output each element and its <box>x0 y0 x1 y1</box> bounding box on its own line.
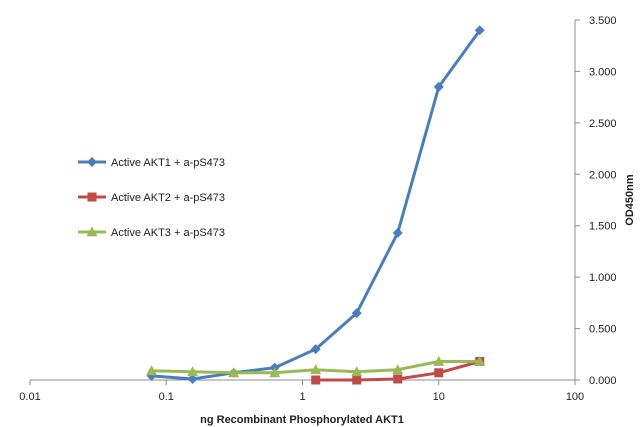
data-point <box>310 364 322 375</box>
x-tick-label: 100 <box>566 391 584 403</box>
data-point <box>392 227 403 238</box>
legend-item: Active AKT3 + a-pS473 <box>78 226 225 239</box>
x-tick-label: 10 <box>433 391 445 403</box>
data-point <box>474 25 485 36</box>
y-tick-label: 3.500 <box>589 15 617 27</box>
x-ticks: 0.01 0.1 1 10 100 <box>19 380 584 403</box>
data-point <box>228 367 240 378</box>
y-tick-label: 3.000 <box>589 66 617 78</box>
data-point <box>187 366 199 377</box>
data-point <box>269 367 281 378</box>
y-tick-label: 1.000 <box>589 272 617 284</box>
data-point <box>311 375 321 385</box>
y-tick-label: 0.000 <box>589 375 617 387</box>
x-axis-title: ng Recombinant Phosphorylated AKT1 <box>200 414 404 426</box>
data-point <box>351 308 362 319</box>
series-line <box>151 29 482 381</box>
data-point <box>433 355 445 366</box>
data-point <box>474 355 486 366</box>
x-tick-label: 0.01 <box>19 391 40 403</box>
data-point <box>393 374 403 384</box>
series-1 <box>146 25 485 384</box>
y-tick-label: 2.000 <box>589 169 617 181</box>
y-ticks: 0.000 0.500 1.000 1.500 2.000 2.500 3.000 3.500 <box>575 15 617 387</box>
y-tick-label: 2.500 <box>589 118 617 130</box>
legend-label: Active AKT1 + a-pS473 <box>111 157 225 169</box>
series-3 <box>146 355 486 378</box>
legend: Active AKT1 + a-pS473 Active AKT2 + a-pS4… <box>78 157 225 239</box>
legend-item: Active AKT1 + a-pS473 <box>78 157 225 169</box>
series-layer <box>146 25 486 385</box>
data-point <box>352 375 362 385</box>
legend-item: Active AKT2 + a-pS473 <box>78 192 225 204</box>
x-tick-label: 0.1 <box>159 391 174 403</box>
data-point <box>434 368 444 378</box>
legend-marker <box>86 226 98 237</box>
data-point <box>187 373 198 384</box>
data-point <box>310 344 321 355</box>
legend-marker <box>87 157 97 167</box>
data-point <box>433 81 444 92</box>
legend-marker <box>87 192 97 202</box>
y-tick-label: 1.500 <box>589 221 617 233</box>
y-axis-title: OD450nm <box>624 174 636 226</box>
x-tick-label: 1 <box>299 391 305 403</box>
data-point <box>392 364 404 375</box>
legend-label: Active AKT2 + a-pS473 <box>111 192 225 204</box>
legend-label: Active AKT3 + a-pS473 <box>111 227 225 239</box>
y-tick-label: 0.500 <box>589 324 617 336</box>
data-point <box>351 366 363 377</box>
data-point <box>146 365 158 376</box>
